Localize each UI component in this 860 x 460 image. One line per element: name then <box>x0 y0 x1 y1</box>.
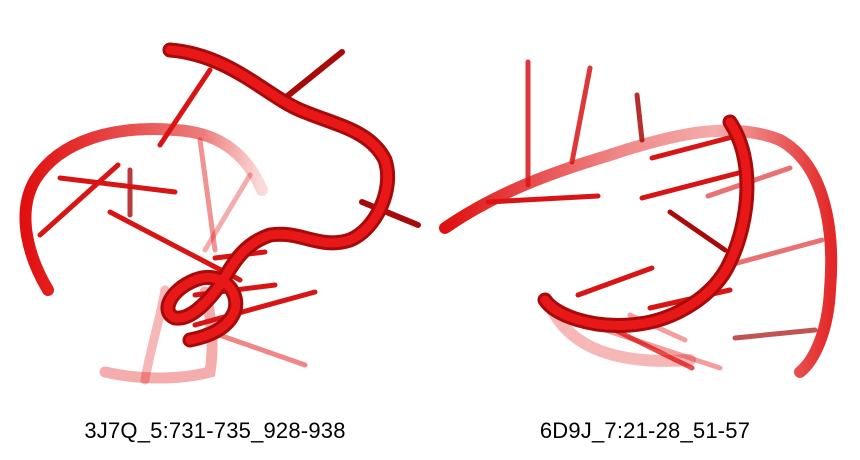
base-stick <box>634 92 645 143</box>
base-stick <box>107 209 243 283</box>
base-stick <box>37 162 121 238</box>
structure-panel-left: 3J7Q_5:731-735_928-938 <box>19 42 421 443</box>
base-stick <box>197 137 218 253</box>
structure-caption-right: 6D9J_7:21-28_51-57 <box>539 418 751 443</box>
base-stick <box>359 199 421 228</box>
base-stick <box>192 289 318 328</box>
rna-structure-left <box>19 42 421 385</box>
base-stick <box>485 193 601 205</box>
base-stick <box>569 65 593 165</box>
structure-caption-left: 3J7Q_5:731-735_928-938 <box>84 418 346 443</box>
base-stick <box>732 327 818 341</box>
base-stick <box>202 172 253 253</box>
base-stick <box>282 49 345 101</box>
base-stick <box>639 167 753 201</box>
backbone-long-arc <box>439 124 838 378</box>
backbone-left-arc <box>19 123 268 296</box>
base-stick <box>57 175 178 195</box>
backbone-main-loop-highlight <box>163 45 393 345</box>
base-stick <box>649 132 743 161</box>
backbone-front-curve-highlight <box>540 117 752 330</box>
base-stick <box>157 67 213 148</box>
base-stick <box>612 327 695 371</box>
backbone-faded-bottom <box>99 286 218 384</box>
base-stick <box>667 209 728 253</box>
structure-panel-right: 6D9J_7:21-28_51-57 <box>430 0 860 460</box>
base-stick <box>575 265 655 298</box>
base-stick <box>727 237 825 268</box>
rna-structure-right <box>439 59 838 378</box>
